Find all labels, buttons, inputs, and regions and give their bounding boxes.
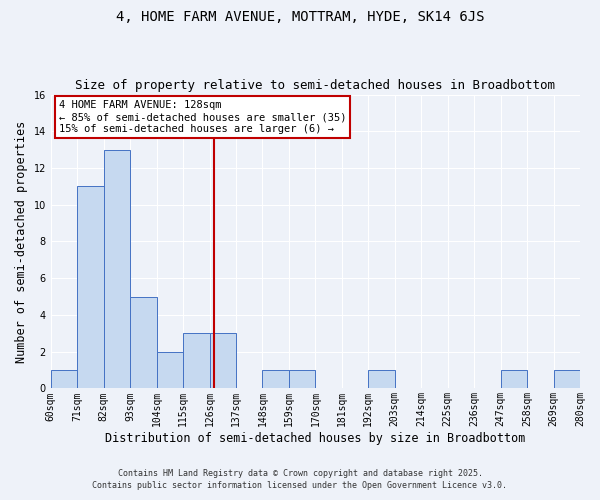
- Bar: [157, 352, 183, 389]
- X-axis label: Distribution of semi-detached houses by size in Broadbottom: Distribution of semi-detached houses by …: [105, 432, 526, 445]
- Bar: [51, 370, 77, 388]
- Bar: [104, 150, 130, 388]
- Bar: [262, 370, 289, 388]
- Text: 4, HOME FARM AVENUE, MOTTRAM, HYDE, SK14 6JS: 4, HOME FARM AVENUE, MOTTRAM, HYDE, SK14…: [116, 10, 484, 24]
- Bar: [554, 370, 580, 388]
- Text: Contains HM Land Registry data © Crown copyright and database right 2025.
Contai: Contains HM Land Registry data © Crown c…: [92, 468, 508, 490]
- Bar: [368, 370, 395, 388]
- Title: Size of property relative to semi-detached houses in Broadbottom: Size of property relative to semi-detach…: [76, 79, 556, 92]
- Bar: [209, 334, 236, 388]
- Y-axis label: Number of semi-detached properties: Number of semi-detached properties: [15, 120, 28, 362]
- Text: 4 HOME FARM AVENUE: 128sqm
← 85% of semi-detached houses are smaller (35)
15% of: 4 HOME FARM AVENUE: 128sqm ← 85% of semi…: [59, 100, 346, 134]
- Bar: [289, 370, 316, 388]
- Bar: [500, 370, 527, 388]
- Bar: [130, 296, 157, 388]
- Bar: [77, 186, 104, 388]
- Bar: [183, 334, 209, 388]
